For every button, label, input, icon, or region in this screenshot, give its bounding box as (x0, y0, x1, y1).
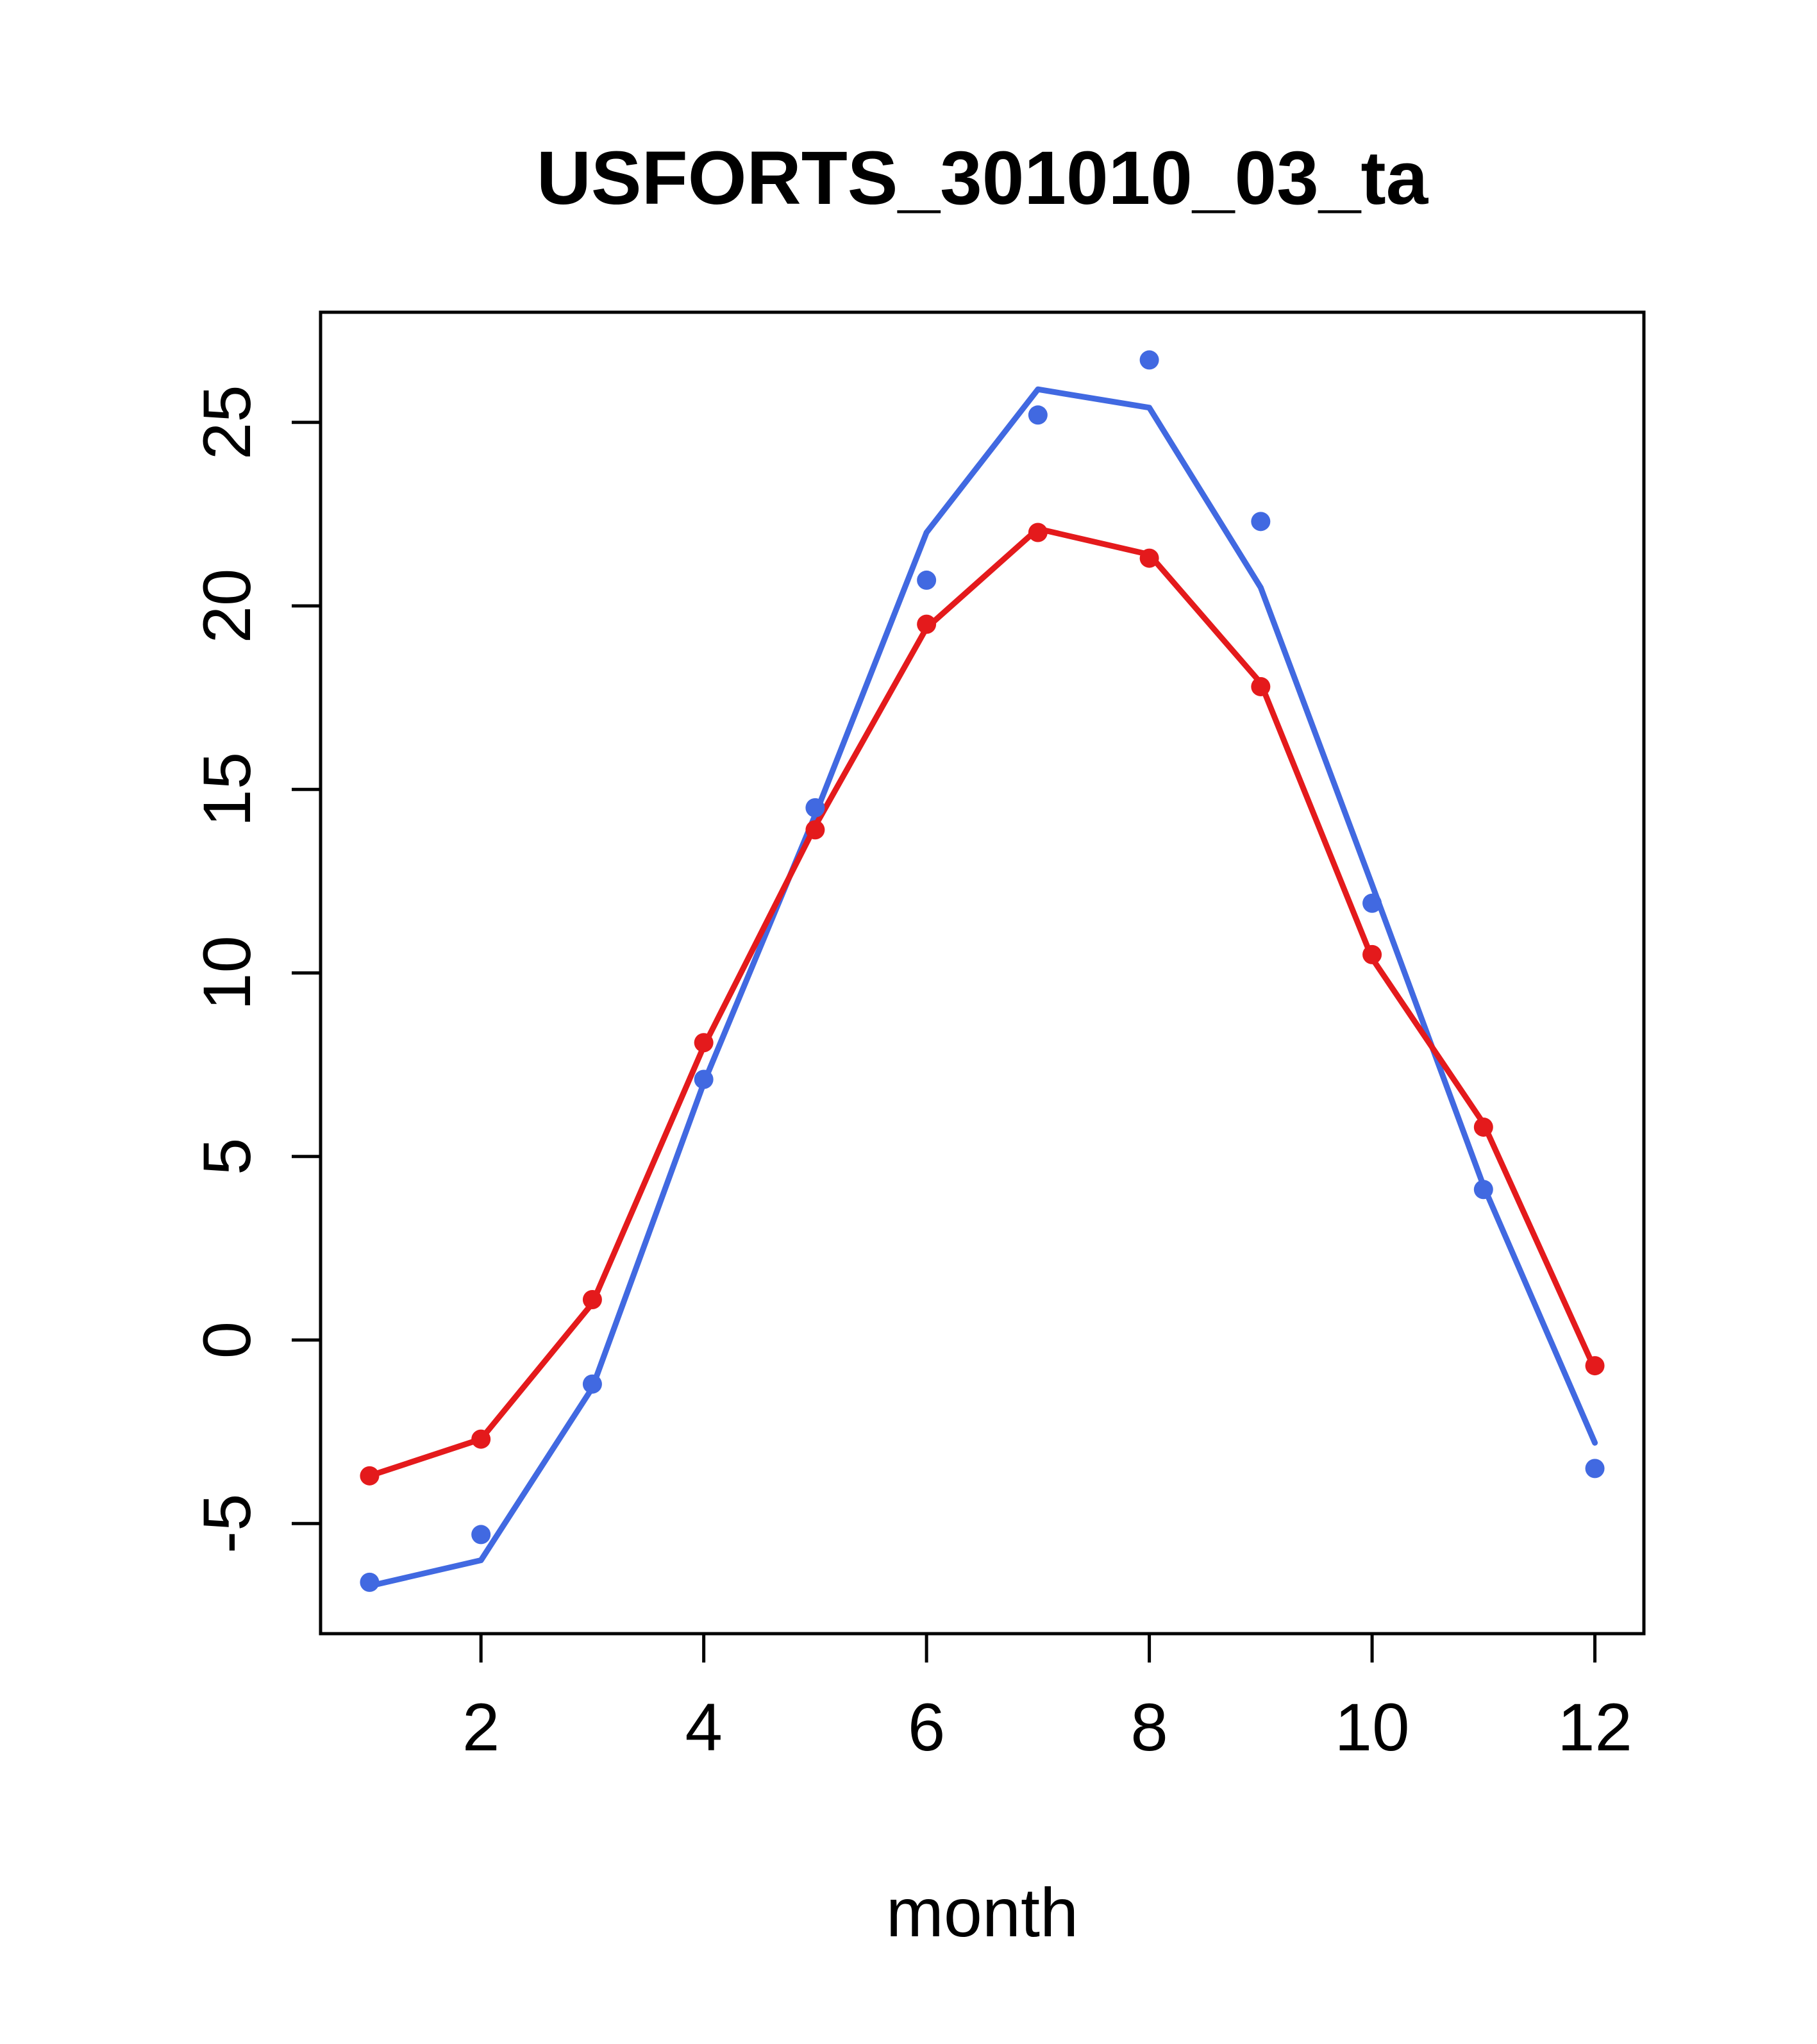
y-tick-label: 20 (190, 569, 265, 644)
series-red-points-marker (1362, 944, 1382, 964)
x-tick-label: 10 (1335, 1690, 1410, 1765)
y-tick-label: 15 (190, 752, 265, 827)
series-blue-points-marker (1473, 1180, 1493, 1200)
series-red-line (366, 526, 1598, 1479)
series-blue-points-marker (694, 1069, 714, 1089)
y-tick-label: 10 (190, 935, 265, 1010)
x-tick-label: 4 (685, 1690, 722, 1765)
series-blue-points-marker (1585, 1459, 1605, 1479)
series-red-points-marker (1251, 676, 1271, 696)
series-red-points-marker (1139, 548, 1159, 568)
series-blue-points-marker (1251, 512, 1271, 532)
series-blue-points-marker (1028, 405, 1048, 425)
series-blue-points-marker (1139, 350, 1159, 370)
y-tick-label: 5 (190, 1138, 265, 1175)
x-tick-label: 12 (1557, 1690, 1632, 1765)
y-tick-label: -5 (190, 1494, 265, 1554)
x-axis-label: month (886, 1873, 1078, 1951)
series-red-points-marker (694, 1033, 714, 1053)
series-blue-points-marker (917, 570, 937, 590)
series-red-points-marker (1585, 1356, 1605, 1376)
series-red-points-marker (805, 820, 825, 840)
y-tick-label: 25 (190, 385, 265, 460)
x-tick-label: 6 (908, 1690, 945, 1765)
series-red-points-marker (471, 1429, 491, 1449)
axes-layer: 2 4 6 8 10 12 -5 0 5 10 15 20 25 (190, 385, 1632, 1765)
series-blue-points-marker (805, 798, 825, 817)
chart-title: USFORTS_301010_03_ta (537, 136, 1429, 221)
series-red-points-marker (582, 1290, 602, 1310)
series-blue-line (366, 386, 1598, 1589)
x-tick-label: 8 (1130, 1690, 1168, 1765)
series-blue-points-marker (1362, 893, 1382, 913)
series-red-points-marker (360, 1466, 380, 1486)
y-tick-label: 0 (190, 1321, 265, 1359)
series-red-points-marker (1473, 1117, 1493, 1137)
series-blue-points-marker (360, 1572, 380, 1592)
plot-border (319, 310, 1646, 1636)
series-red-points-marker (1028, 523, 1048, 542)
series-blue-points-marker (471, 1525, 491, 1545)
x-tick-label: 2 (462, 1690, 499, 1765)
series-red-points-marker (917, 614, 937, 634)
series-blue-points-marker (582, 1374, 602, 1394)
series-layer (360, 350, 1605, 1592)
